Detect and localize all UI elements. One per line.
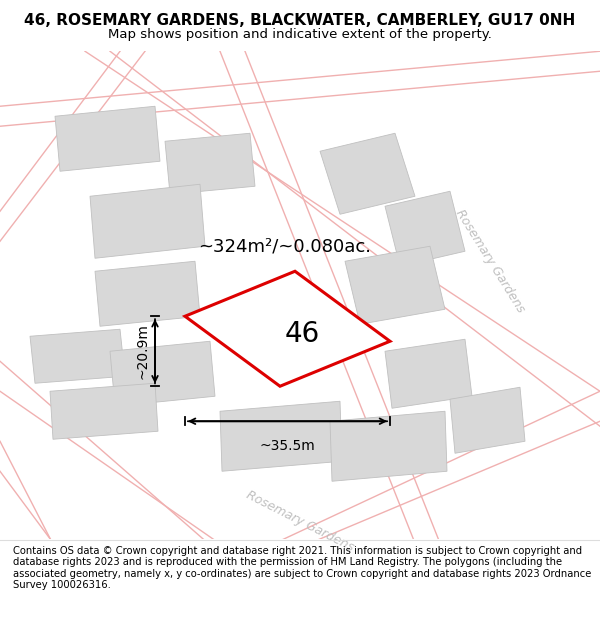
Text: Contains OS data © Crown copyright and database right 2021. This information is : Contains OS data © Crown copyright and d… [13, 546, 592, 591]
Polygon shape [220, 401, 342, 471]
Polygon shape [55, 106, 160, 171]
Polygon shape [320, 133, 415, 214]
Polygon shape [30, 329, 125, 383]
Polygon shape [110, 341, 215, 406]
Polygon shape [330, 411, 447, 481]
Text: ~35.5m: ~35.5m [260, 439, 316, 453]
Polygon shape [385, 339, 472, 408]
Polygon shape [165, 133, 255, 194]
Polygon shape [345, 246, 445, 324]
Polygon shape [90, 184, 205, 258]
Text: 46, ROSEMARY GARDENS, BLACKWATER, CAMBERLEY, GU17 0NH: 46, ROSEMARY GARDENS, BLACKWATER, CAMBER… [25, 12, 575, 28]
Text: ~20.9m: ~20.9m [136, 323, 150, 379]
Polygon shape [385, 191, 465, 266]
Polygon shape [95, 261, 200, 326]
Text: 46: 46 [285, 320, 320, 348]
Text: Map shows position and indicative extent of the property.: Map shows position and indicative extent… [108, 28, 492, 41]
Polygon shape [450, 388, 525, 453]
Polygon shape [50, 383, 158, 439]
Text: Rosemary Gardens: Rosemary Gardens [244, 488, 356, 554]
Polygon shape [185, 271, 390, 386]
Text: ~324m²/~0.080ac.: ~324m²/~0.080ac. [199, 238, 371, 255]
Text: Rosemary Gardens: Rosemary Gardens [453, 208, 527, 315]
